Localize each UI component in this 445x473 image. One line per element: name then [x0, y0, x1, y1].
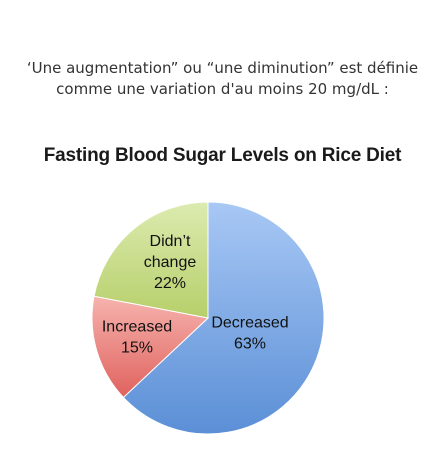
caption-line-1: ‘Une augmentation” ou “une diminution” e… [26, 59, 419, 77]
slice-decreased [122, 201, 325, 435]
caption-line-2: comme une variation d'au moins 20 mg/dL … [56, 80, 389, 98]
slice-value-label: 63% [234, 336, 266, 353]
slice-category-label: Increased [102, 319, 172, 336]
slice-increased [91, 295, 210, 399]
slice-category-label: Didn’t [150, 233, 191, 250]
slice-category-label: change [144, 254, 197, 271]
slice-value-label: 15% [121, 340, 153, 357]
slice-value-label: 22% [154, 275, 186, 292]
slice-didnt-change [93, 201, 209, 319]
chart-title: Fasting Blood Sugar Levels on Rice Diet [43, 145, 402, 166]
slice-category-label: Decreased [211, 315, 288, 332]
intro-caption: ‘Une augmentation” ou “une diminution” e… [0, 58, 445, 100]
